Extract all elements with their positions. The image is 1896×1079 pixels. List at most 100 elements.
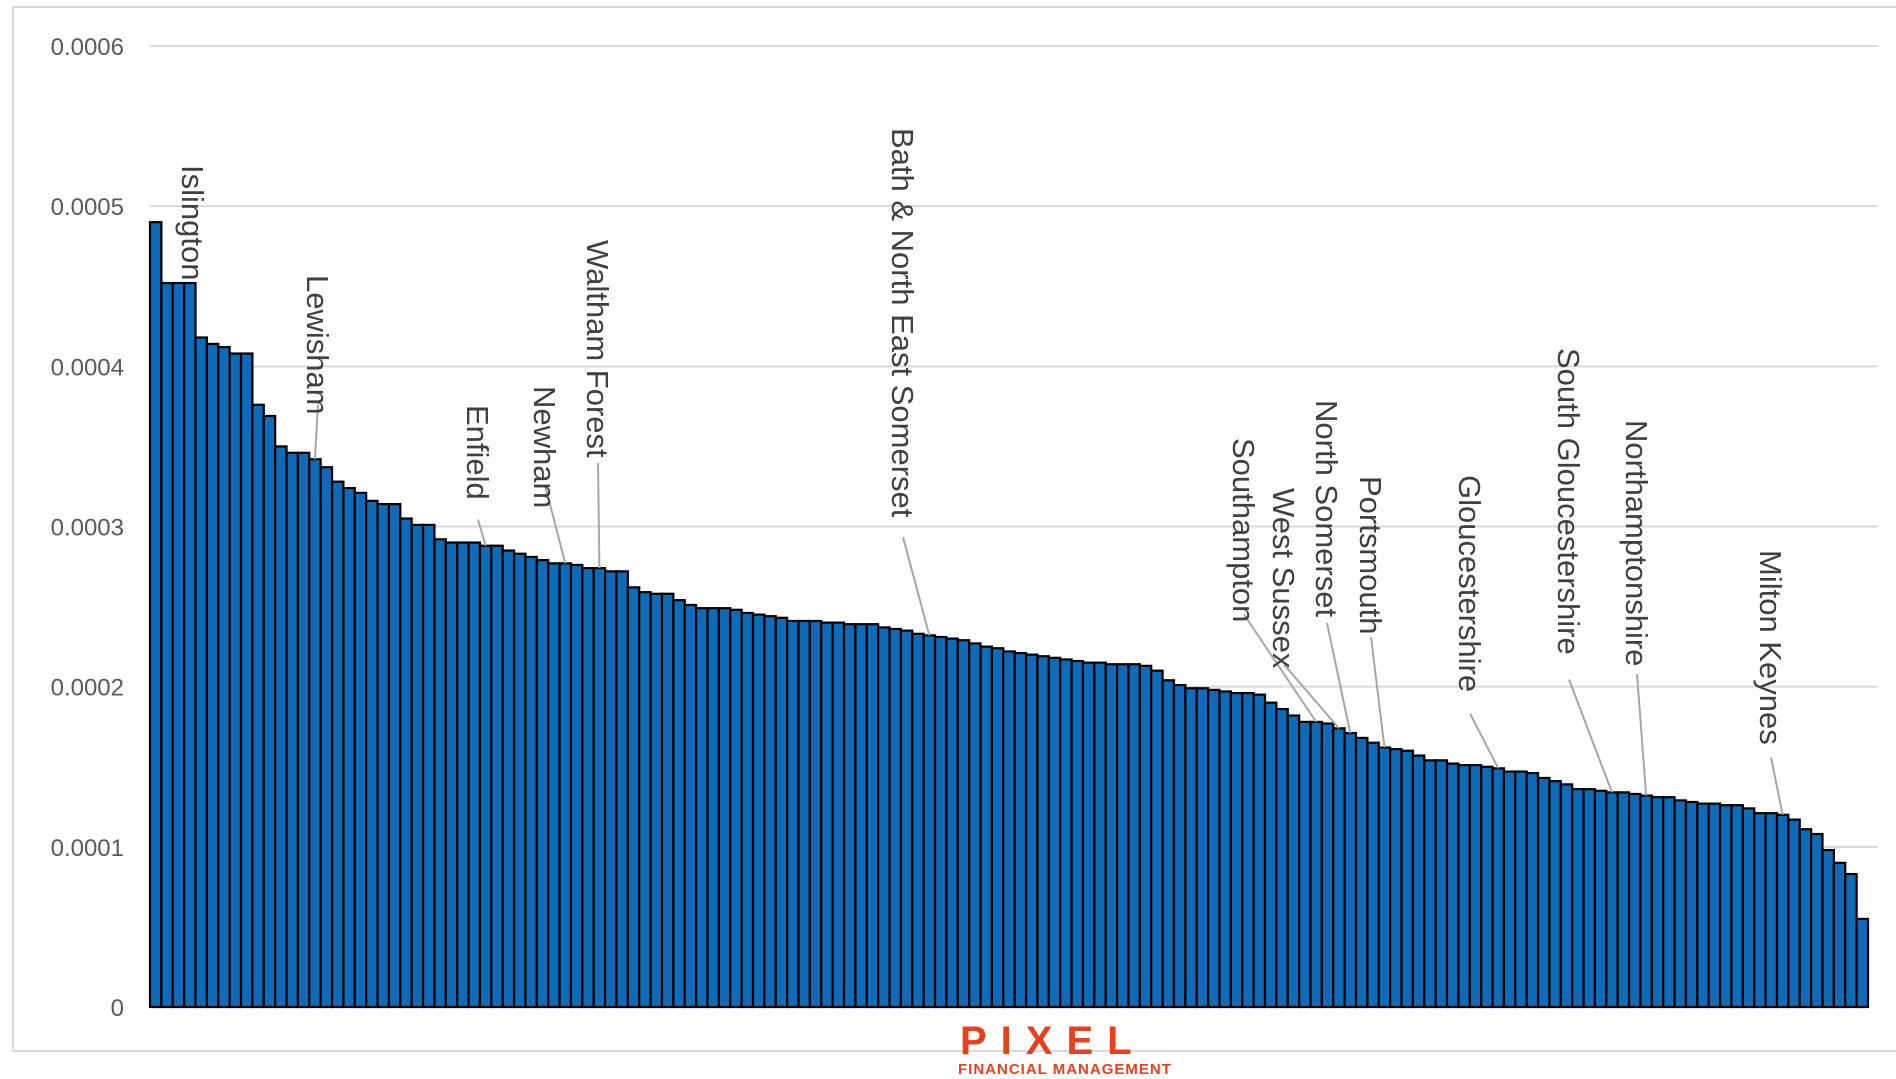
bar (877, 626, 891, 1009)
bar (558, 562, 573, 1009)
bar (1218, 690, 1232, 1009)
annotation-leader (597, 462, 601, 569)
bar (1650, 796, 1665, 1009)
bar (979, 645, 994, 1009)
bar (1707, 802, 1722, 1009)
bar (820, 621, 834, 1009)
bars (148, 221, 1870, 1009)
bar (1127, 663, 1141, 1009)
bar (968, 642, 982, 1009)
bar (194, 336, 208, 1009)
bar (1366, 741, 1380, 1009)
bar (569, 563, 584, 1009)
annotation-leader (1370, 636, 1386, 748)
bar (1445, 762, 1460, 1009)
annotation-label: Portsmouth (1353, 476, 1388, 635)
bar (1275, 707, 1289, 1009)
bar (501, 549, 516, 1009)
annotation-label: Waltham Forest (580, 240, 615, 458)
annotation-leader (1283, 663, 1340, 729)
bar (1696, 802, 1710, 1009)
y-tick-label: 0.0005 (51, 194, 124, 221)
bar (1582, 788, 1597, 1009)
bar (1309, 720, 1323, 1009)
logo-wordmark: PIXEL (960, 1019, 1146, 1063)
bar (842, 623, 857, 1009)
bar (1286, 714, 1301, 1009)
y-axis-ticks: 0 0.0001 0.0002 0.0003 0.0004 0.0005 0.0006 (51, 34, 124, 1022)
bar (512, 552, 527, 1009)
bar (1411, 754, 1426, 1009)
bar (1468, 764, 1483, 1009)
bar (308, 458, 322, 1009)
bar (615, 570, 629, 1009)
annotation-label: Lewisham (300, 275, 335, 415)
bar (888, 627, 903, 1009)
bar (672, 599, 686, 1009)
bar (274, 445, 288, 1009)
bar (706, 607, 720, 1009)
annotation-leader (902, 536, 931, 636)
bar (262, 414, 277, 1009)
bar (1457, 764, 1471, 1009)
y-tick-label: 0 (111, 995, 124, 1022)
bar (1024, 653, 1039, 1009)
bar (911, 632, 925, 1009)
annotation-label: Gloucestershire (1452, 475, 1487, 692)
annotation-leader (1770, 757, 1784, 815)
bar (410, 523, 425, 1009)
annotation-label: West Sussex (1266, 488, 1301, 669)
bar (433, 538, 447, 1009)
bar (933, 635, 948, 1009)
bar (205, 342, 220, 1009)
bar (296, 451, 311, 1009)
bar (239, 352, 254, 1009)
bar (603, 570, 618, 1009)
bar (1525, 772, 1540, 1009)
y-tick-label: 0.0006 (51, 34, 124, 61)
chart-frame (12, 6, 1896, 1052)
bar (1673, 799, 1688, 1009)
bar (786, 619, 800, 1009)
bar (1184, 687, 1198, 1009)
bar (535, 559, 550, 1009)
bar (592, 567, 607, 1009)
bar (1514, 770, 1528, 1009)
bar (1491, 767, 1506, 1009)
bar (353, 491, 368, 1009)
bar (1252, 693, 1267, 1009)
bar (740, 611, 755, 1009)
bar (729, 608, 743, 1009)
bar (763, 615, 777, 1009)
bar (1616, 791, 1631, 1009)
bar (1059, 658, 1073, 1009)
bar (1832, 861, 1847, 1009)
bar (808, 619, 823, 1009)
annotation-leader (313, 404, 319, 460)
bar (638, 591, 652, 1009)
bar (217, 346, 231, 1009)
bar (1104, 663, 1119, 1009)
bar (1718, 804, 1733, 1009)
bar (1081, 661, 1096, 1009)
bar (342, 486, 356, 1009)
annotation-label: Enfield (460, 405, 495, 500)
bar (774, 616, 789, 1009)
bar (1138, 664, 1153, 1009)
bar (1810, 832, 1824, 1009)
bar (717, 607, 732, 1009)
bar (1161, 679, 1176, 1009)
bar (649, 592, 664, 1009)
bar (444, 541, 459, 1009)
bar (1263, 701, 1278, 1009)
bar (1798, 828, 1813, 1009)
bar (1764, 812, 1779, 1009)
y-tick-label: 0.0002 (51, 675, 124, 702)
bar (1480, 765, 1494, 1009)
bar (467, 541, 482, 1009)
bar (524, 555, 538, 1009)
bar (683, 603, 698, 1009)
bar (1593, 789, 1608, 1009)
annotation-label: Southampton (1226, 438, 1261, 622)
annotation-label: Newham (527, 386, 562, 508)
